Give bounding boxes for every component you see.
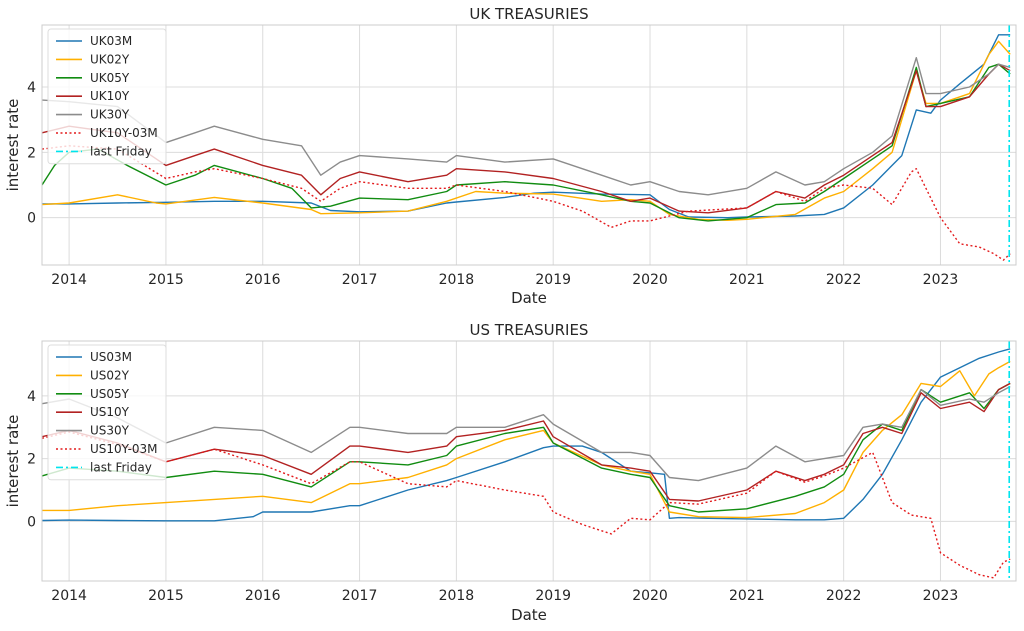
legend-label: UK30Y [90, 108, 130, 122]
x-tick-label: 2019 [535, 588, 571, 604]
x-tick-label: 2020 [632, 588, 668, 604]
x-tick-label: 2014 [51, 272, 87, 288]
y-axis-label: interest rate [4, 415, 22, 508]
y-tick-label: 0 [27, 211, 36, 227]
legend: US03M US02Y US05Y US10Y US30Y US10Y-03M last F… [47, 344, 167, 481]
x-tick-label: 2022 [826, 272, 862, 288]
x-tick-label: 2020 [632, 272, 668, 288]
chart-title: US TREASURIES [470, 321, 589, 339]
legend-box [47, 28, 167, 165]
x-tick-label: 2018 [439, 272, 475, 288]
legend-label: last Friday [90, 144, 152, 158]
legend-label: UK10Y [90, 89, 130, 103]
plot-area [42, 341, 1016, 581]
legend-label: last Friday [90, 460, 152, 474]
x-tick-label: 2019 [535, 272, 571, 288]
axes-frame [41, 24, 1017, 266]
series-line-us10y [41, 382, 1011, 502]
x-tick-label: 2017 [342, 272, 378, 288]
chart-title: UK TREASURIES [469, 5, 588, 23]
series-line-us10y-03m [41, 431, 1011, 579]
legend-label: US10Y-03M [90, 442, 158, 456]
y-tick-label: 2 [27, 145, 36, 161]
x-tick-label: 2016 [245, 588, 281, 604]
plot-area [42, 25, 1016, 265]
legend: UK03M UK02Y UK05Y UK10Y UK30Y UK10Y-03M last F… [47, 28, 167, 165]
series-line-uk10y-03m [41, 145, 1011, 261]
y-tick-label: 4 [27, 80, 36, 96]
legend-label: UK03M [90, 34, 132, 48]
x-tick-label: 2014 [51, 588, 87, 604]
chart-panel-1: 2014 2015 2016 2017 2018 2019 2020 2021 2022 2023… [4, 5, 1017, 307]
x-tick-label: 2021 [729, 588, 765, 604]
y-tick-label: 0 [27, 514, 36, 530]
legend-label: US05Y [90, 387, 130, 401]
legend-label: US03M [90, 350, 132, 364]
x-tick-label: 2016 [245, 272, 281, 288]
series-line-uk10y [41, 63, 1011, 214]
series-line-us30y [41, 385, 1011, 482]
legend-box [47, 344, 167, 481]
legend-label: UK02Y [90, 52, 130, 66]
x-axis-label: Date [511, 289, 547, 307]
x-tick-label: 2023 [923, 272, 959, 288]
x-axis-label: Date [511, 606, 547, 624]
series-line-us02y [42, 360, 1011, 519]
x-tick-label: 2023 [923, 588, 959, 604]
series-line-uk30y [41, 57, 1011, 196]
x-tick-label: 2018 [439, 588, 475, 604]
x-tick-label: 2021 [729, 272, 765, 288]
x-tick-label: 2015 [148, 272, 184, 288]
legend-label: UK10Y-03M [90, 126, 158, 140]
legend-label: US30Y [90, 424, 130, 438]
x-tick-label: 2022 [826, 588, 862, 604]
x-tick-label: 2017 [342, 588, 378, 604]
y-tick-label: 2 [27, 452, 36, 468]
x-tick-label: 2015 [148, 588, 184, 604]
legend-label: UK05Y [90, 71, 130, 85]
chart-panel-2: 2014 2015 2016 2017 2018 2019 2020 2021 2022 2023… [4, 321, 1017, 624]
legend-label: US02Y [90, 368, 130, 382]
series-line-uk03m [42, 34, 1011, 219]
series-line-uk05y [41, 63, 1011, 222]
y-tick-label: 4 [27, 389, 36, 405]
y-axis-label: interest rate [4, 99, 22, 192]
legend-label: US10Y [90, 405, 130, 419]
axes-frame [41, 340, 1017, 582]
